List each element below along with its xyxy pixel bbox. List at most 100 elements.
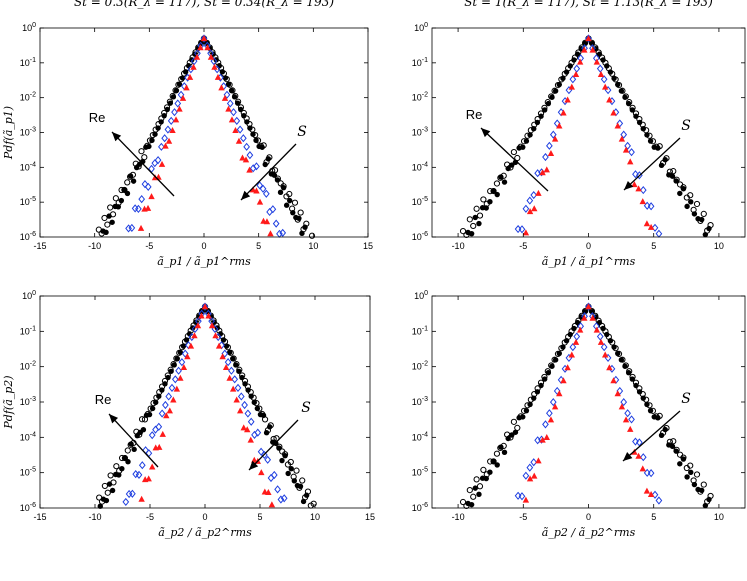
data-point [287,197,293,204]
data-point [625,100,632,107]
data-point [169,127,176,134]
data-point [296,215,302,221]
data-point [219,353,226,360]
data-point [241,112,247,119]
data-point [163,412,170,419]
data-point [222,363,230,370]
data-point [509,432,515,438]
data-point [193,53,201,60]
y-tick-label: 100 [22,290,36,301]
data-point [246,151,254,160]
data-point [149,463,156,470]
data-point [522,229,530,236]
annotations: Re S [466,107,691,192]
x-tick-label: 0 [202,512,207,522]
data-point [514,491,522,500]
y-tick-label: 10-3 [20,396,36,407]
data-point [267,473,275,483]
data-point [173,385,181,392]
data-point [242,381,248,387]
data-point [231,94,238,100]
data-point [265,156,271,162]
data-point [534,169,541,178]
x-tick-label: 5 [256,241,261,251]
data-point [476,483,484,490]
data-point [246,166,253,173]
data-point [620,130,628,139]
data-point [490,458,497,464]
y-tick-label: 10-2 [20,361,36,372]
data-point [480,196,487,203]
data-point [171,375,179,384]
x-tick-label: 0 [586,241,591,251]
data-point [636,438,643,447]
data-point [662,156,668,163]
data-point [684,474,690,480]
data-point [240,134,247,143]
data-point [662,426,668,433]
data-point [473,476,480,483]
data-point [130,178,137,184]
data-point [535,457,542,464]
data-point [538,382,544,389]
data-point [625,369,632,376]
data-point [560,344,566,350]
data-point [542,420,549,429]
data-point [655,145,661,151]
data-point [215,342,223,349]
data-point [622,363,628,369]
data-point [669,443,676,450]
data-point [162,381,168,387]
x-tick-label: -15 [33,512,46,522]
series-group [95,34,316,239]
axes-frame [431,295,746,509]
data-point [684,203,690,210]
data-point [263,430,270,436]
data-point [610,109,617,116]
x-tick-label: -10 [452,241,465,251]
data-point [158,409,166,418]
data-point [171,108,178,117]
data-point [647,138,654,144]
data-point [549,397,557,407]
data-point [259,184,267,193]
data-point [687,192,694,199]
data-point [551,403,559,410]
data-point [152,425,159,434]
data-point [629,376,636,382]
data-point [148,193,155,200]
annotation-arrow [108,413,159,468]
data-point [636,119,643,126]
y-tick-label: 10-5 [20,467,36,478]
data-point [567,63,573,69]
data-point [291,199,299,206]
data-point [624,409,631,418]
y-tick-label: 10-2 [20,92,36,103]
data-point [222,75,229,81]
series-group [459,302,714,509]
axes-frame [39,27,369,238]
data-point [288,465,294,472]
data-point [231,375,239,384]
data-point [297,483,304,490]
data-point [476,220,482,227]
data-point [100,496,107,502]
data-point [691,211,698,217]
data-point [256,198,264,205]
data-point [219,69,226,75]
data-point [669,173,676,179]
data-point [299,230,305,236]
data-point [643,220,651,227]
data-point [138,195,146,204]
data-point [501,449,508,456]
data-point [260,412,267,419]
data-point [228,116,236,123]
data-point [269,205,277,214]
y-tick-label: 10-1 [20,57,36,68]
data-point [279,457,285,464]
data-point [121,186,128,193]
y-axis-label: Pdf(ã_p2) [2,375,15,429]
data-point [618,135,626,142]
data-point [539,436,546,443]
data-point [647,490,655,497]
